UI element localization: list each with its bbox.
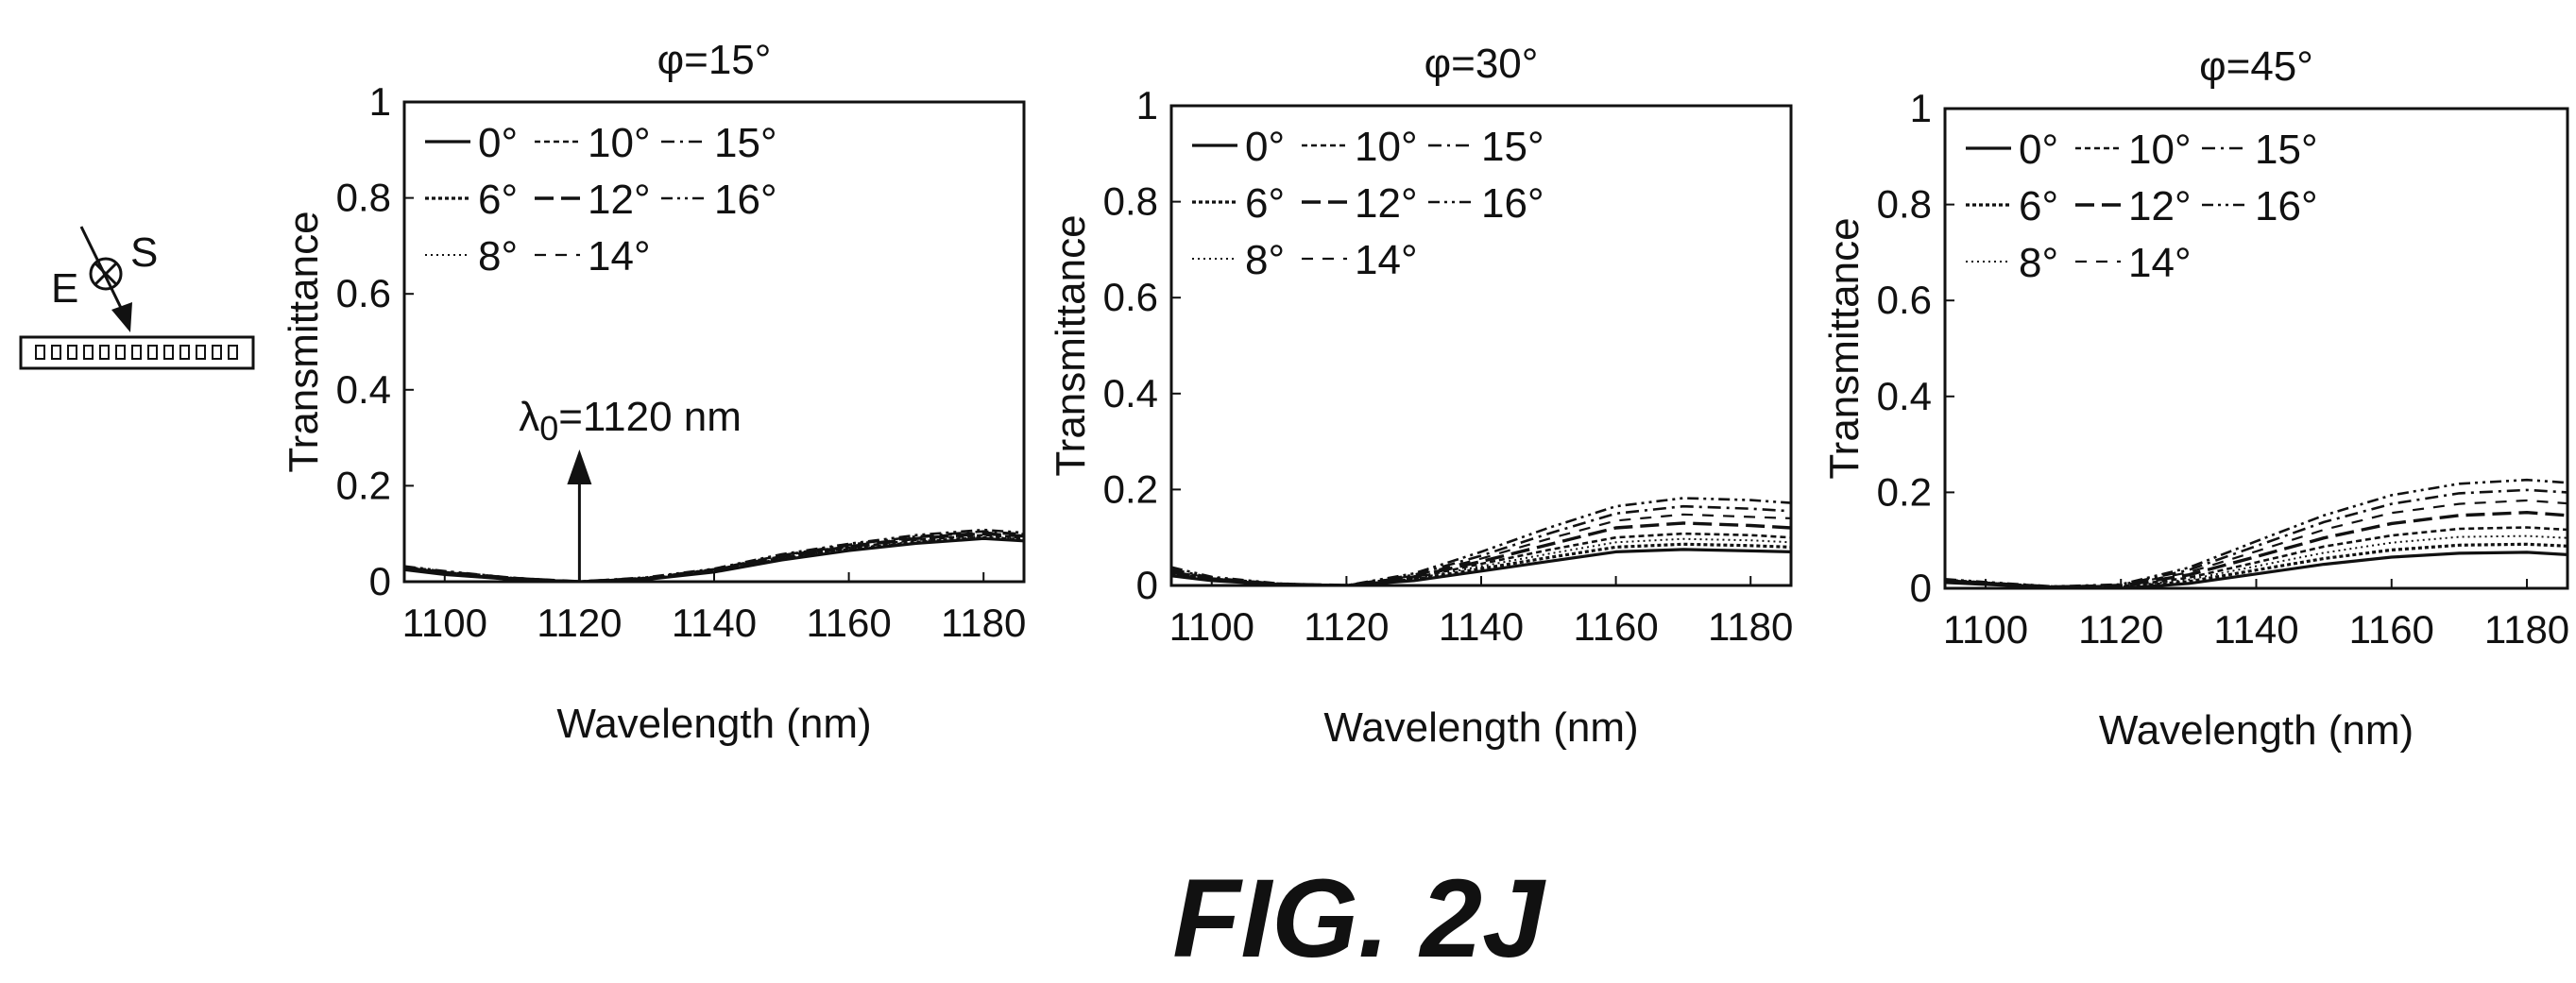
legend-label: 15° <box>1481 124 1544 170</box>
series-line-16deg <box>1171 497 1791 585</box>
legend-label: 14° <box>588 233 651 280</box>
chart-title: φ=45° <box>2199 43 2313 90</box>
x-axis-label: Wavelength (nm) <box>556 701 871 747</box>
y-tick-label: 0 <box>1136 563 1158 607</box>
series-line-6deg <box>404 535 1024 582</box>
y-tick-label: 0.4 <box>1877 374 1932 418</box>
y-tick-label: 0.6 <box>336 271 391 315</box>
y-tick-label: 0.8 <box>1877 182 1932 227</box>
x-tick-label: 1160 <box>806 601 891 645</box>
legend-label: 6° <box>2019 183 2058 229</box>
incidence-inset: E S <box>19 226 255 370</box>
legend-label: 12° <box>1355 180 1418 227</box>
chart-panel-phi-30: φ=30° 0 0.2 0.4 0.6 0.8 1 1100 1120 1140 1160 1180 W… <box>1048 41 1793 751</box>
legend-label: 14° <box>1355 237 1418 283</box>
plot-frame <box>402 100 1026 584</box>
legend-label: 15° <box>2255 127 2318 173</box>
e-field-label: E <box>51 265 78 312</box>
x-axis-label: Wavelength (nm) <box>2099 707 2414 754</box>
x-axis-label: Wavelength (nm) <box>1323 704 1638 751</box>
x-tick-label: 1120 <box>2078 607 2163 652</box>
x-tick-label: 1100 <box>1169 604 1254 649</box>
series-line-12deg <box>1945 511 2567 588</box>
legend-label: 16° <box>2255 183 2318 229</box>
legend-label: 8° <box>1245 237 1285 283</box>
legend-label: 10° <box>1355 124 1418 170</box>
legend-label: 12° <box>2128 183 2192 229</box>
chart-title: φ=15° <box>657 37 772 83</box>
legend-label: 6° <box>478 177 518 223</box>
x-tick-label: 1180 <box>2484 607 2569 652</box>
grating-icon <box>19 335 255 370</box>
s-polarization-label: S <box>130 229 158 276</box>
x-tick-label: 1120 <box>1304 604 1389 649</box>
legend-label: 6° <box>1245 180 1285 227</box>
legend-label: 16° <box>1481 180 1544 227</box>
series-line-16deg <box>404 528 1024 582</box>
legend-label: 10° <box>588 120 651 166</box>
y-tick-label: 0.4 <box>1103 371 1158 415</box>
y-tick-label: 1 <box>1910 86 1932 130</box>
series-line-16deg <box>1945 478 2567 588</box>
legend-label: 0° <box>1245 124 1285 170</box>
x-tick-label: 1180 <box>941 601 1026 645</box>
y-tick-label: 0 <box>1910 566 1932 610</box>
series-line-15deg <box>1945 488 2567 588</box>
legend-label: 16° <box>714 177 777 223</box>
legend-label: 8° <box>478 233 518 280</box>
y-axis-label: Transmittance <box>1048 214 1094 476</box>
incident-arrow-icon <box>79 226 132 332</box>
x-tick-label: 1100 <box>402 601 487 645</box>
x-tick-label: 1160 <box>1573 604 1658 649</box>
y-axis-label: Transmittance <box>1821 217 1868 479</box>
x-tick-label: 1120 <box>537 601 622 645</box>
y-axis-label: Transmittance <box>281 211 327 472</box>
legend: 0° 6° 8° 10° 12° 14° 15° 16° <box>425 120 777 280</box>
x-tick-label: 1140 <box>1439 604 1524 649</box>
y-tick-label: 0.2 <box>1103 466 1158 511</box>
x-tick-label: 1160 <box>2349 607 2434 652</box>
y-tick-label: 0.2 <box>1877 469 1932 514</box>
x-tick-label: 1100 <box>1943 607 2028 652</box>
legend-label: 10° <box>2128 127 2192 173</box>
figure-label: FIG. 2J <box>1172 856 1544 981</box>
wavelength-annotation: λ0=1120 nm <box>519 394 742 448</box>
plot-frame <box>1169 104 1793 587</box>
legend-label: 8° <box>2019 240 2058 286</box>
chart-title: φ=30° <box>1424 41 1539 87</box>
y-tick-label: 0.6 <box>1103 275 1158 319</box>
y-tick-label: 0.6 <box>1877 278 1932 322</box>
legend-label: 15° <box>714 120 777 166</box>
y-tick-label: 0.8 <box>1103 179 1158 224</box>
arrow-head-icon <box>567 449 592 484</box>
legend: 0° 6° 8° 10° 12° 14° 15° 16° <box>1192 124 1544 283</box>
x-tick-label: 1140 <box>2213 607 2298 652</box>
series-line-6deg <box>1945 542 2567 588</box>
legend-label: 0° <box>478 120 518 166</box>
y-tick-label: 0.2 <box>336 463 391 507</box>
y-tick-label: 0.4 <box>336 367 391 412</box>
legend-label: 12° <box>588 177 651 223</box>
y-tick-label: 0.8 <box>336 176 391 220</box>
chart-panel-phi-15: φ=15° 0 0.2 0.4 0.6 0.8 1 1100 1120 1140 1160 1180 W… <box>281 37 1026 747</box>
y-tick-label: 1 <box>1136 83 1158 127</box>
legend: 0° 6° 8° 10° 12° 14° 15° 16° <box>1966 127 2318 286</box>
y-tick-label: 1 <box>369 79 391 124</box>
series-line-15deg <box>404 530 1024 582</box>
chart-panel-phi-45: φ=45° 0 0.2 0.4 0.6 0.8 1 1100 1120 1140 1160 1180 W… <box>1821 43 2569 754</box>
x-tick-label: 1180 <box>1708 604 1793 649</box>
y-tick-label: 0 <box>369 559 391 603</box>
legend-label: 0° <box>2019 127 2058 173</box>
x-tick-label: 1140 <box>672 601 757 645</box>
series-line-6deg <box>1171 542 1791 585</box>
legend-label: 14° <box>2128 240 2192 286</box>
